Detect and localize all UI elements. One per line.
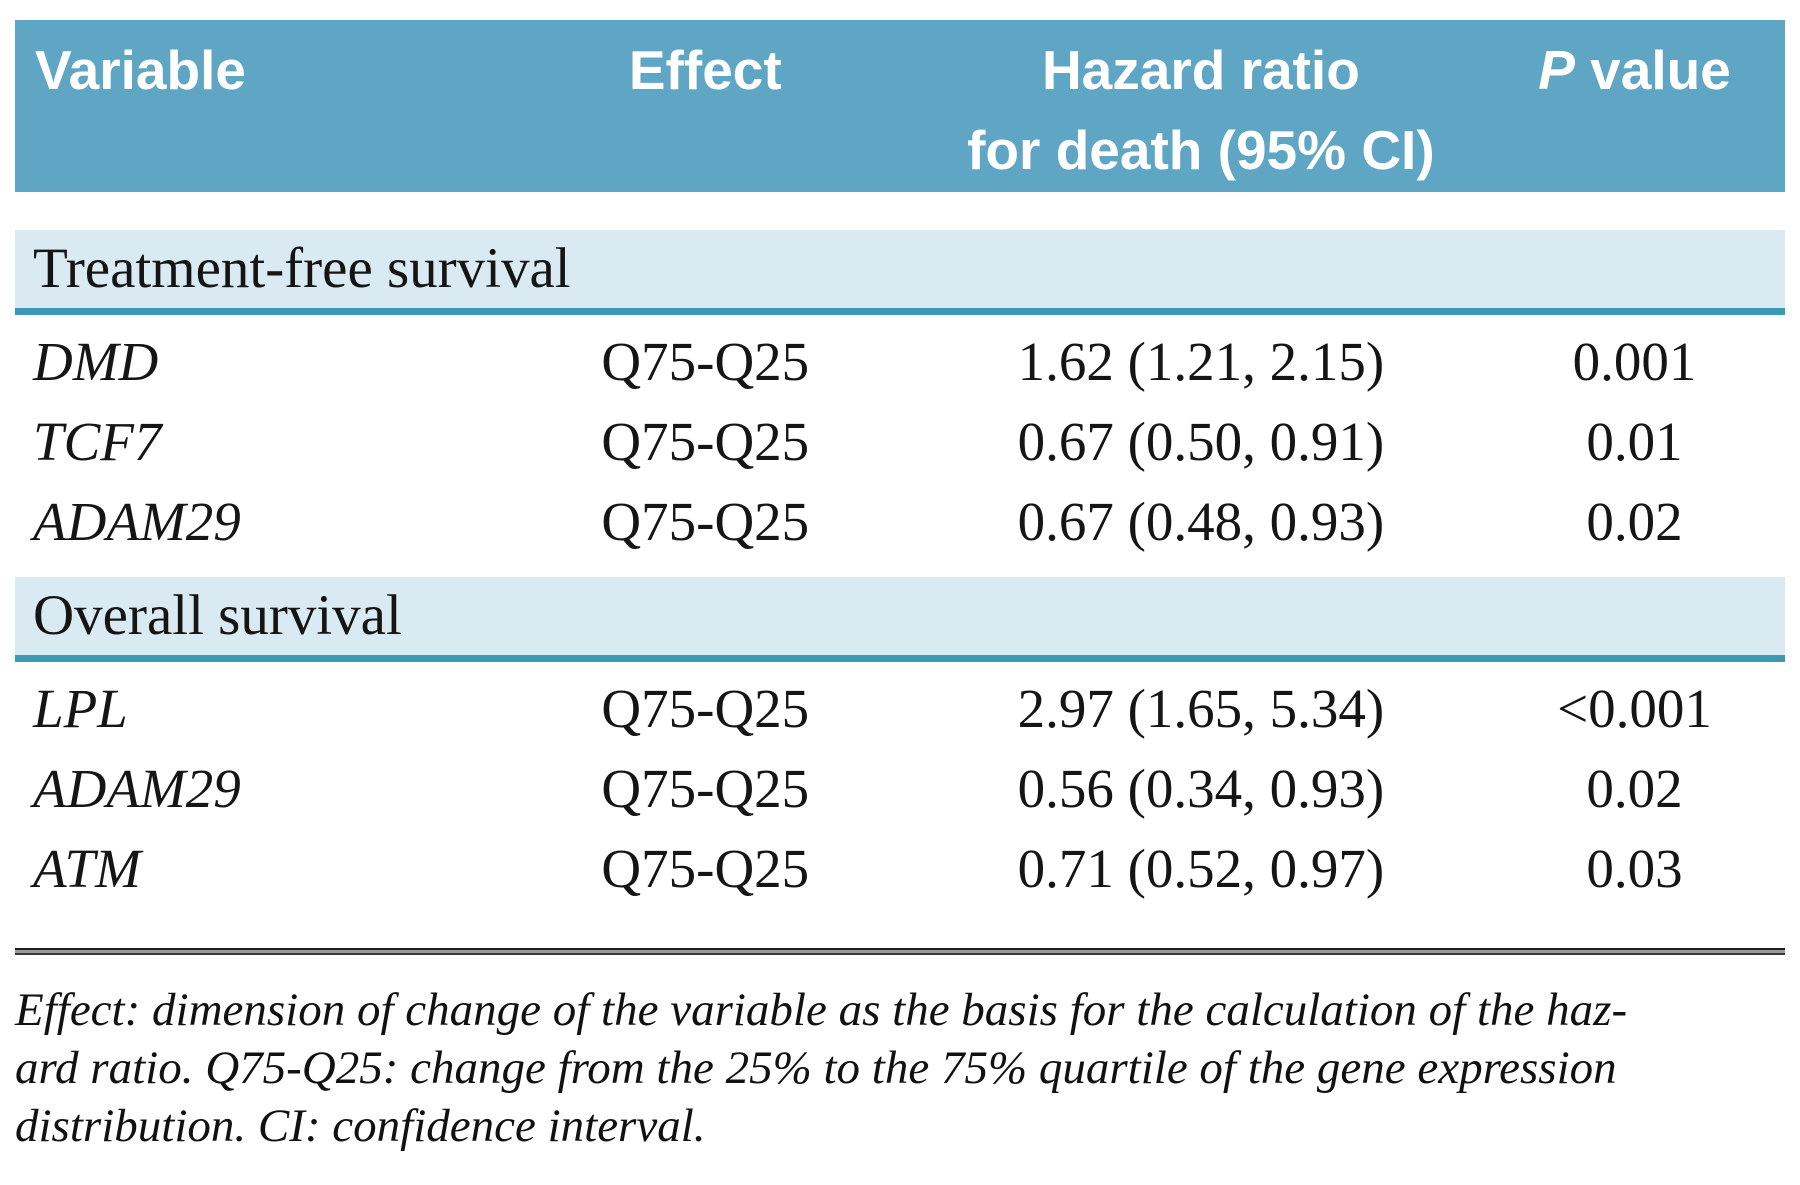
cell-effect: Q75-Q25 xyxy=(601,757,810,819)
cell-effect: Q75-Q25 xyxy=(601,677,810,739)
cell-hazard-ratio: 0.67 (0.50, 0.91) xyxy=(1017,410,1385,472)
table-row: ADAM29 Q75-Q25 0.56 (0.34, 0.93) 0.02 xyxy=(15,748,1785,828)
column-header-variable: Variable xyxy=(35,39,246,101)
cell-effect: Q75-Q25 xyxy=(601,490,810,552)
table-header-row: Variable Effect Hazard ratio for death (… xyxy=(15,20,1785,192)
cell-p-value: 0.02 xyxy=(1586,490,1683,552)
hazard-ratio-table: Variable Effect Hazard ratio for death (… xyxy=(15,20,1785,1155)
table-row: DMD Q75-Q25 1.62 (1.21, 2.15) 0.001 xyxy=(15,321,1785,401)
cell-hazard-ratio: 0.56 (0.34, 0.93) xyxy=(1017,757,1385,819)
cell-variable: DMD xyxy=(33,330,159,392)
column-header-p-value: P value xyxy=(1484,30,1785,192)
cell-hazard-ratio: 0.67 (0.48, 0.93) xyxy=(1017,490,1385,552)
cell-effect: Q75-Q25 xyxy=(601,330,810,392)
p-value-suffix: value xyxy=(1574,39,1731,101)
cell-effect: Q75-Q25 xyxy=(601,410,810,472)
table-row: LPL Q75-Q25 2.97 (1.65, 5.34) <0.001 xyxy=(15,668,1785,748)
footnote-line: Effect: dimension of change of the varia… xyxy=(15,984,1628,1036)
section-body-overall-survival: LPL Q75-Q25 2.97 (1.65, 5.34) <0.001 ADA… xyxy=(15,668,1785,908)
cell-variable: ADAM29 xyxy=(33,757,241,819)
header-gap xyxy=(15,192,1785,230)
cell-p-value: <0.001 xyxy=(1557,677,1712,739)
section-header-overall-survival: Overall survival xyxy=(15,577,1785,662)
cell-p-value: 0.02 xyxy=(1586,757,1683,819)
table-row: ADAM29 Q75-Q25 0.67 (0.48, 0.93) 0.02 xyxy=(15,481,1785,561)
section-body-treatment-free-survival: DMD Q75-Q25 1.62 (1.21, 2.15) 0.001 TCF7… xyxy=(15,321,1785,561)
cell-variable: ATM xyxy=(33,837,141,899)
cell-variable: TCF7 xyxy=(33,410,162,472)
table-row: ATM Q75-Q25 0.71 (0.52, 0.97) 0.03 xyxy=(15,828,1785,908)
cell-p-value: 0.03 xyxy=(1586,837,1683,899)
column-header-hazard-ratio: Hazard ratio for death (95% CI) xyxy=(918,30,1484,192)
column-header-effect: Effect xyxy=(628,39,782,101)
footnote-line: ard ratio. Q75-Q25: change from the 25% … xyxy=(15,1042,1617,1094)
cell-hazard-ratio: 1.62 (1.21, 2.15) xyxy=(1017,330,1385,392)
cell-variable: LPL xyxy=(33,677,128,739)
cell-p-value: 0.01 xyxy=(1586,410,1683,472)
column-header-hazard-ratio-line1: Hazard ratio xyxy=(1041,39,1360,101)
cell-hazard-ratio: 0.71 (0.52, 0.97) xyxy=(1017,837,1385,899)
p-value-italic-p: P xyxy=(1538,39,1575,101)
column-header-hazard-ratio-line2: for death (95% CI) xyxy=(967,119,1435,181)
table-row: TCF7 Q75-Q25 0.67 (0.50, 0.91) 0.01 xyxy=(15,401,1785,481)
cell-p-value: 0.001 xyxy=(1572,330,1697,392)
cell-variable: ADAM29 xyxy=(33,490,241,552)
section-header-treatment-free-survival: Treatment-free survival xyxy=(15,230,1785,315)
table-footnote: Effect: dimension of change of the varia… xyxy=(15,981,1785,1155)
cell-hazard-ratio: 2.97 (1.65, 5.34) xyxy=(1017,677,1385,739)
cell-effect: Q75-Q25 xyxy=(601,837,810,899)
footnote-line: distribution. CI: confidence interval. xyxy=(15,1100,706,1152)
bottom-double-rule xyxy=(15,948,1785,955)
